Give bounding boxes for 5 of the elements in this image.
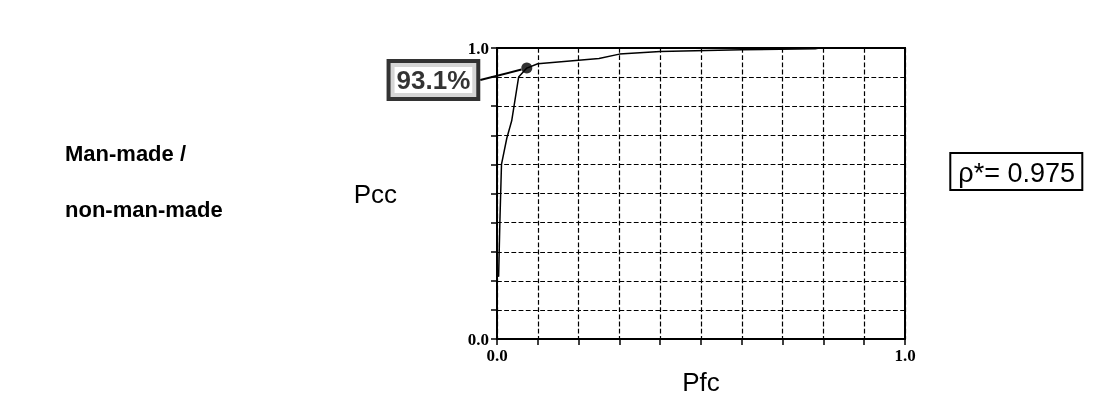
chart-title: Man-made / non-man-made — [65, 140, 223, 222]
y-axis-title: Pcc — [353, 178, 397, 209]
x-axis-title: Pfc — [682, 367, 720, 397]
annotation: 93.1% — [396, 65, 471, 96]
text: ρ*= 0.975 — [958, 157, 1075, 188]
